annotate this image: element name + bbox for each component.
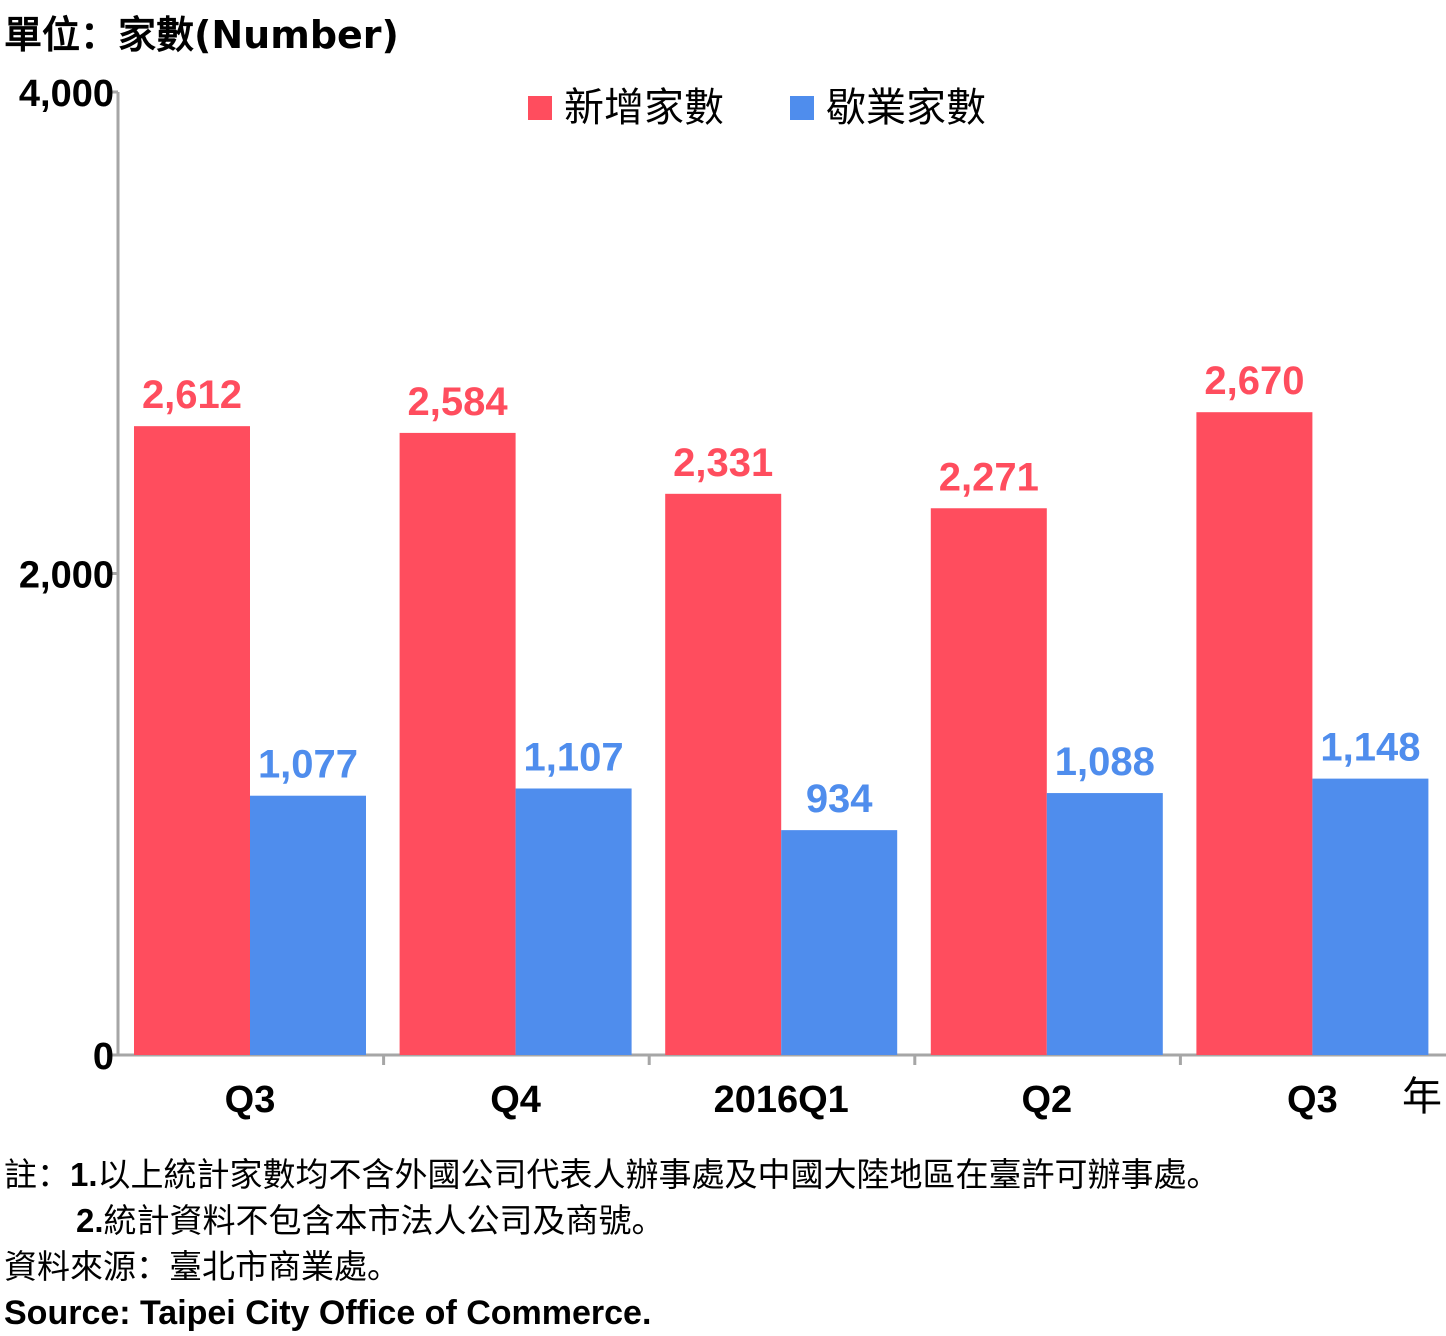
- bar-closed: [515, 788, 632, 1055]
- chart-bars: [134, 412, 1429, 1056]
- y-tick-label: 4,000: [19, 73, 114, 115]
- bar-value-label: 2,584: [408, 380, 509, 424]
- note-line-2: 2.統計資料不包含本市法人公司及商號。: [76, 1201, 665, 1240]
- x-tick-label: Q3: [225, 1079, 276, 1121]
- bar-new: [930, 508, 1047, 1056]
- legend-swatch: [528, 96, 552, 120]
- x-tick-label: 2016Q1: [714, 1079, 849, 1121]
- x-tick-label: Q4: [490, 1079, 541, 1121]
- source-zh: 資料來源：臺北市商業處。: [4, 1247, 400, 1286]
- bar-value-label: 2,670: [1204, 359, 1304, 403]
- bar-closed: [781, 830, 898, 1055]
- bar-closed: [250, 795, 366, 1055]
- unit-label: 單位：家數(Number): [4, 13, 399, 57]
- bar-new: [134, 426, 250, 1055]
- bar-new: [665, 493, 782, 1055]
- y-tick-label: 0: [93, 1036, 114, 1078]
- bar-value-label: 1,077: [258, 743, 358, 787]
- bar-chart: 0 2,000 4,000 2,612 1,077 Q3 2,584 1,107 Q4 2,33…: [19, 73, 1446, 1121]
- legend-label: 歇業家數: [826, 85, 986, 131]
- legend-label: 新增家數: [564, 85, 724, 131]
- y-tick-label: 2,000: [19, 555, 114, 597]
- bar-value-label: 2,271: [939, 455, 1039, 499]
- chart-legend: 新增家數 歇業家數: [528, 85, 986, 131]
- bar-value-label: 1,088: [1055, 740, 1155, 784]
- bar-closed: [1312, 778, 1429, 1055]
- bar-value-label: 1,148: [1320, 726, 1420, 770]
- bar-value-label: 1,107: [524, 735, 624, 779]
- bar-new: [1196, 412, 1313, 1055]
- source-en: Source: Taipei City Office of Commerce.: [4, 1294, 652, 1332]
- legend-swatch: [790, 96, 814, 120]
- x-axis-unit-label: 年: [1402, 1074, 1442, 1120]
- x-tick-label: Q2: [1021, 1079, 1072, 1121]
- bar-value-label: 2,331: [673, 441, 773, 485]
- chart-labels: 2,612 1,077 Q3 2,584 1,107 Q4 2,331 934 2016Q1 2,…: [142, 359, 1442, 1121]
- x-tick-label: Q3: [1287, 1079, 1338, 1121]
- bar-closed: [1046, 793, 1163, 1055]
- bar-value-label: 2,612: [142, 373, 242, 417]
- bar-value-label: 934: [806, 777, 873, 821]
- bar-new: [399, 432, 516, 1056]
- note-line-1: 註：1.以上統計家數均不含外國公司代表人辦事處及中國大陸地區在臺許可辦事處。: [4, 1155, 1220, 1194]
- chart-notes: 註：1.以上統計家數均不含外國公司代表人辦事處及中國大陸地區在臺許可辦事處。 2…: [4, 1152, 1220, 1336]
